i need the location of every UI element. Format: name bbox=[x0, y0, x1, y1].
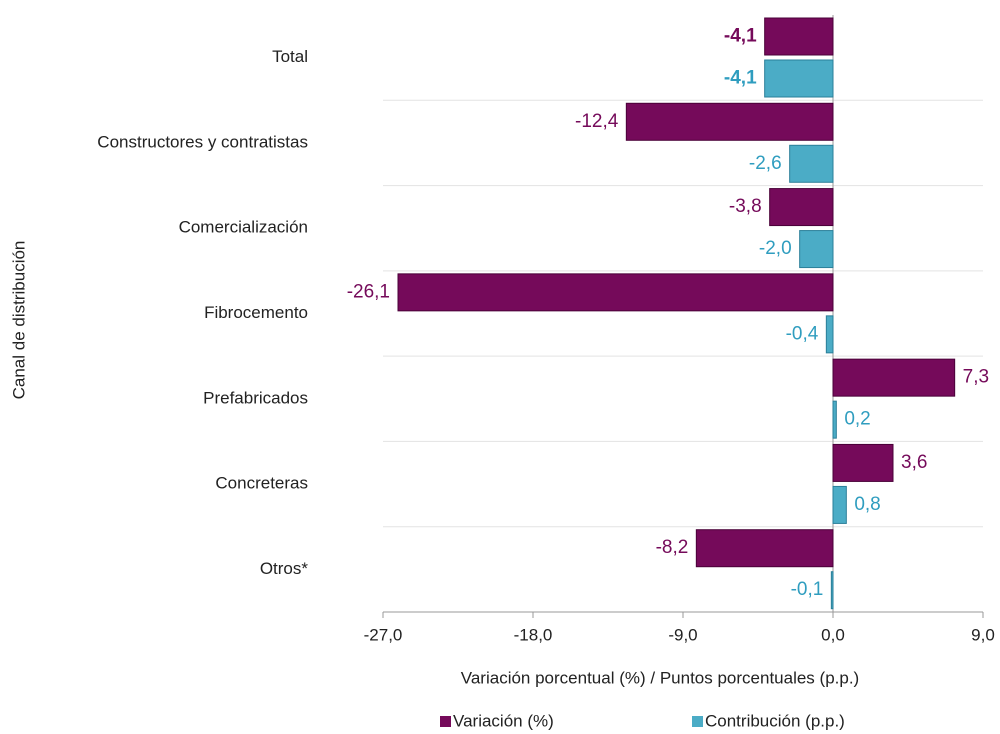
legend-swatch bbox=[692, 716, 703, 727]
legend-label: Variación (%) bbox=[453, 711, 554, 730]
value-label: -2,0 bbox=[759, 238, 792, 259]
legend-swatch bbox=[440, 716, 451, 727]
value-label: -12,4 bbox=[575, 111, 619, 132]
y-axis-title: Canal de distribución bbox=[9, 241, 28, 400]
value-label: -0,1 bbox=[791, 579, 824, 600]
y-tick-label: Constructores y contratistas bbox=[97, 132, 308, 151]
y-tick-label: Comercialización bbox=[179, 218, 308, 237]
bar bbox=[830, 571, 834, 610]
bar bbox=[397, 273, 834, 312]
value-label: -2,6 bbox=[749, 153, 782, 174]
value-label: 3,6 bbox=[901, 452, 927, 473]
bar bbox=[764, 59, 834, 98]
bar bbox=[769, 188, 834, 227]
x-tick-label: 9,0 bbox=[971, 625, 995, 644]
y-tick-label: Otros* bbox=[260, 559, 309, 578]
bar bbox=[695, 529, 834, 568]
x-tick-label: 0,0 bbox=[821, 625, 845, 644]
x-axis-title: Variación porcentual (%) / Puntos porcen… bbox=[461, 668, 859, 687]
bar bbox=[799, 230, 834, 269]
x-tick-label: -27,0 bbox=[364, 625, 403, 644]
bar bbox=[832, 443, 894, 482]
value-label: -8,2 bbox=[656, 537, 689, 558]
bar bbox=[832, 485, 847, 524]
x-tick-label: -9,0 bbox=[668, 625, 697, 644]
value-label: 7,3 bbox=[963, 367, 989, 388]
value-label: -4,1 bbox=[724, 68, 757, 89]
y-tick-label: Prefabricados bbox=[203, 388, 308, 407]
y-tick-label: Concreteras bbox=[215, 474, 308, 493]
legend-label: Contribución (p.p.) bbox=[705, 711, 845, 730]
bar bbox=[832, 358, 956, 397]
bar bbox=[789, 144, 834, 183]
bar bbox=[764, 17, 834, 56]
value-label: -0,4 bbox=[786, 323, 819, 344]
bar bbox=[625, 102, 834, 141]
bar bbox=[825, 315, 834, 354]
bar bbox=[832, 400, 837, 439]
value-label: -3,8 bbox=[729, 196, 762, 217]
value-label: -26,1 bbox=[347, 281, 390, 302]
value-label: 0,2 bbox=[844, 409, 870, 430]
y-tick-label: Fibrocemento bbox=[204, 303, 308, 322]
value-label: -4,1 bbox=[724, 26, 757, 47]
x-tick-label: -18,0 bbox=[514, 625, 553, 644]
y-tick-label: Total bbox=[272, 47, 308, 66]
value-label: 0,8 bbox=[854, 494, 880, 515]
